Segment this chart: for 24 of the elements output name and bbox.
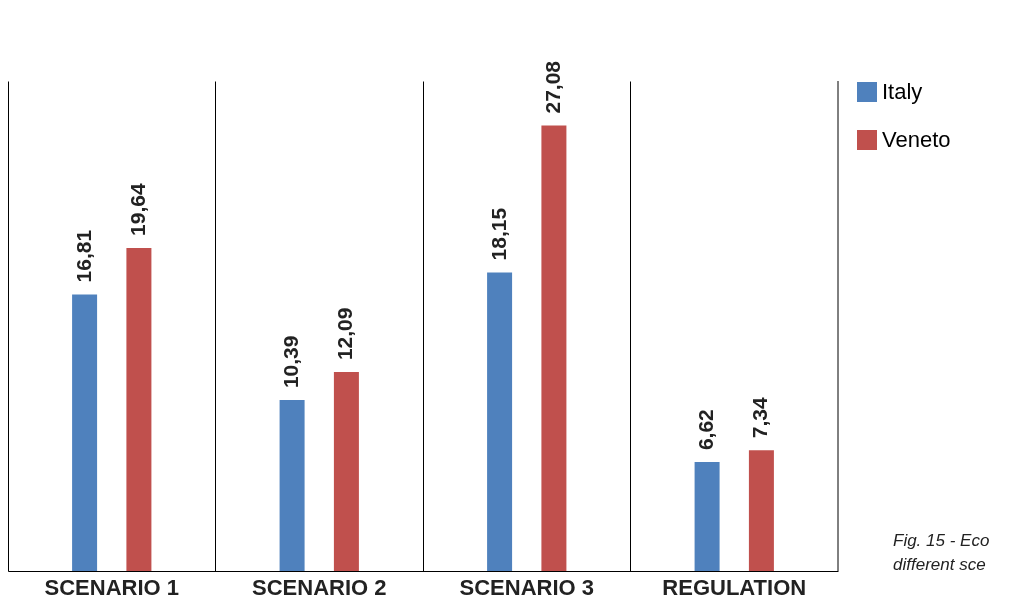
data-label: 19,64 [125,183,149,236]
bar [694,462,720,571]
legend-label: Italy [882,79,923,104]
bar [126,247,152,571]
bar [72,294,98,571]
bar [487,272,513,571]
bar [279,400,305,571]
caption: Fig. 15 - Eco [893,531,990,550]
x-tick-label: SCENARIO 1 [44,574,179,600]
bar [748,450,774,571]
text: different sce [893,555,986,574]
data-label: 27,08 [540,60,564,114]
data-label: 7,34 [748,397,772,439]
data-label: 10,39 [279,335,303,389]
data-label: 18,15 [486,207,510,261]
x-tick-label: SCENARIO 2 [252,574,387,600]
bar [541,125,567,571]
x-tick-label: SCENARIO 3 [459,574,594,600]
x-tick-label: REGULATION [662,574,807,600]
bar [333,372,359,571]
legend-label: Veneto [882,127,951,152]
data-label: 16,81 [71,229,95,283]
data-label: 12,09 [333,307,357,361]
data-label: 6,62 [694,409,718,451]
